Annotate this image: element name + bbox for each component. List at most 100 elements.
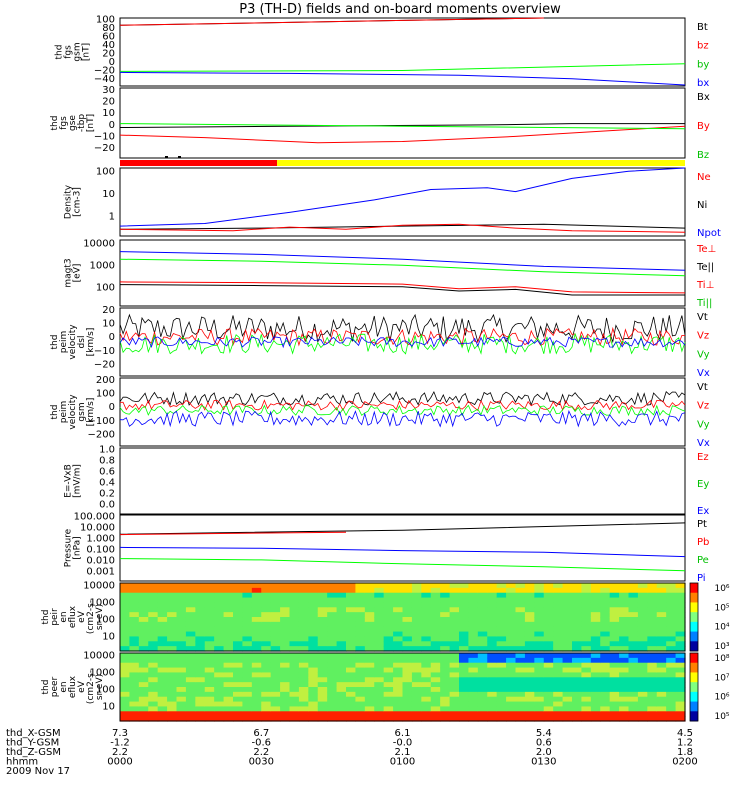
heatmap-cell	[336, 657, 347, 664]
heatmap-cell	[346, 641, 357, 647]
heatmap-cell	[129, 667, 140, 674]
heatmap-cell	[647, 612, 658, 618]
heatmap-cell	[656, 657, 667, 664]
heatmap-cell	[468, 597, 479, 604]
heatmap-cell	[411, 662, 422, 669]
heatmap-cell	[167, 646, 178, 652]
heatmap-cell	[233, 706, 244, 712]
heatmap-cell	[600, 691, 611, 698]
heatmap-cell	[129, 602, 140, 608]
heatmap-cell	[129, 587, 140, 594]
heatmap-cell	[468, 653, 479, 659]
y-tick-label: 100	[96, 615, 115, 626]
heatmap-cell	[185, 626, 196, 633]
heatmap-cell	[261, 607, 272, 613]
heatmap-cell	[176, 587, 187, 594]
heatmap-cell	[628, 711, 639, 717]
heatmap-cell	[675, 662, 686, 669]
heatmap-cell	[628, 583, 639, 589]
heatmap-cell	[129, 653, 140, 659]
heatmap-cell	[524, 612, 535, 618]
heatmap-cell	[327, 636, 338, 642]
heatmap-cell	[383, 716, 394, 722]
heatmap-cell	[289, 662, 300, 669]
heatmap-cell	[176, 636, 187, 642]
y-tick-label: 40	[102, 40, 115, 51]
heatmap-cell	[280, 607, 291, 613]
heatmap-cell	[317, 626, 328, 633]
heatmap-cell	[600, 626, 611, 633]
heatmap-cell	[298, 607, 309, 613]
heatmap-cell	[270, 662, 281, 669]
heatmap-cell	[553, 657, 564, 664]
heatmap-cell	[440, 626, 451, 633]
heatmap-cell	[157, 612, 168, 618]
heatmap-cell	[459, 646, 470, 652]
heatmap-cell	[411, 621, 422, 628]
heatmap-cell	[270, 667, 281, 674]
heatmap-cell	[581, 672, 592, 678]
heatmap-cell	[477, 631, 488, 638]
heatmap-cell	[572, 682, 583, 688]
heatmap-cell	[487, 716, 498, 722]
heatmap-cell	[233, 682, 244, 688]
heatmap-cell	[666, 646, 677, 652]
heatmap-cell	[647, 636, 658, 642]
heatmap-cell	[195, 592, 206, 599]
heatmap-cell	[496, 631, 507, 638]
heatmap-cell	[666, 607, 677, 613]
heatmap-cell	[468, 682, 479, 688]
heatmap-cell	[355, 583, 366, 589]
heatmap-cell	[402, 641, 413, 647]
heatmap-cell	[308, 653, 319, 659]
heatmap-cell	[647, 592, 658, 599]
heatmap-cell	[666, 617, 677, 623]
heatmap-cell	[167, 716, 178, 722]
heatmap-cell	[393, 607, 404, 613]
heatmap-cell	[421, 677, 432, 683]
series-Vz	[120, 399, 686, 412]
y-axis-label-line: velocity	[68, 324, 78, 360]
heatmap-cell	[242, 646, 253, 652]
heatmap-cell	[167, 667, 178, 674]
heatmap-cell	[637, 687, 648, 693]
heatmap-cell	[167, 583, 178, 589]
heatmap-cell	[195, 657, 206, 664]
heatmap-cell	[120, 716, 131, 722]
y-axis-label-line: thd	[50, 405, 60, 420]
heatmap-cell	[148, 682, 159, 688]
heatmap-cell	[148, 592, 159, 599]
heatmap-cell	[609, 653, 620, 659]
heatmap-cell	[572, 687, 583, 693]
heatmap-cell	[261, 657, 272, 664]
heatmap-cell	[402, 711, 413, 717]
heatmap-cell	[336, 672, 347, 678]
heatmap-cell	[411, 607, 422, 613]
series-Ni	[119, 223, 686, 230]
heatmap-cell	[524, 636, 535, 642]
heatmap-cell	[402, 592, 413, 599]
heatmap-cell	[515, 646, 526, 652]
heatmap-cell	[355, 641, 366, 647]
heatmap-cell	[280, 602, 291, 608]
heatmap-cell	[496, 657, 507, 664]
heatmap-cell	[148, 597, 159, 604]
heatmap-cell	[675, 587, 686, 594]
y-axis-label-line: gsm	[77, 402, 87, 421]
heatmap-cell	[477, 626, 488, 633]
heatmap-cell	[637, 682, 648, 688]
heatmap-cell	[553, 716, 564, 722]
heatmap-cell	[129, 657, 140, 664]
heatmap-cell	[656, 592, 667, 599]
heatmap-cell	[572, 711, 583, 717]
heatmap-cell	[628, 621, 639, 628]
heatmap-cell	[459, 592, 470, 599]
heatmap-cell	[515, 587, 526, 594]
heatmap-cell	[383, 691, 394, 698]
heatmap-cell	[364, 662, 375, 669]
heatmap-cell	[298, 636, 309, 642]
heatmap-cell	[656, 621, 667, 628]
y-tick-label: 100	[96, 685, 115, 696]
heatmap-cell	[543, 662, 554, 669]
heatmap-cell	[534, 657, 545, 664]
